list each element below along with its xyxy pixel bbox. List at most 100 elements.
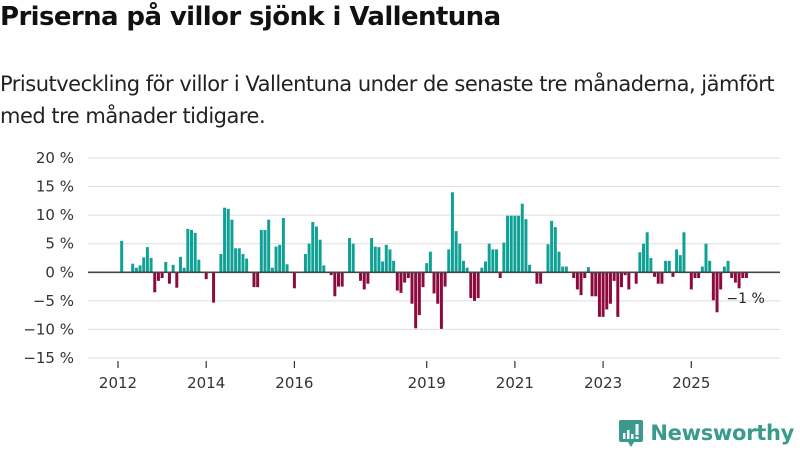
bar: [469, 272, 473, 298]
bar: [303, 254, 307, 273]
bar: [182, 267, 186, 273]
bar: [392, 260, 396, 273]
bar: [204, 272, 208, 280]
y-tick-label: −5 %: [33, 292, 74, 310]
bar: [138, 265, 142, 273]
bar: [649, 258, 653, 273]
bar: [443, 272, 447, 287]
y-tick-label: −15 %: [23, 349, 74, 367]
bar: [366, 272, 370, 284]
y-tick-label: 10 %: [36, 206, 74, 224]
bar: [726, 260, 730, 273]
bar: [715, 272, 719, 313]
bar: [175, 272, 179, 288]
x-tick-label: 2021: [496, 374, 534, 392]
bar: [359, 272, 363, 281]
bar: [579, 272, 583, 296]
bar: [149, 258, 153, 273]
bar: [439, 272, 443, 329]
x-tick-label: 2019: [408, 374, 446, 392]
bar: [167, 272, 171, 284]
bar: [608, 272, 612, 304]
bar: [590, 272, 594, 297]
bar: [421, 272, 425, 288]
bar: [461, 260, 465, 273]
bar: [601, 272, 605, 317]
bar: [381, 261, 385, 273]
bar: [120, 240, 124, 273]
bar: [741, 272, 745, 278]
bar: [142, 257, 146, 273]
bar: [653, 272, 657, 277]
bar: [219, 254, 223, 273]
bar: [557, 251, 561, 273]
last-value-annotation: −1 %: [726, 291, 764, 307]
bar: [307, 243, 311, 273]
bar: [417, 272, 421, 316]
bar: [333, 272, 337, 297]
bar: [719, 272, 723, 290]
bar: [513, 215, 517, 273]
bar: [311, 222, 315, 273]
bar: [498, 272, 502, 278]
bar: [164, 262, 168, 273]
bar: [377, 247, 381, 273]
x-axis: 2012 2014 2016 2019 2021 2023 2025: [99, 361, 710, 392]
bar: [197, 259, 201, 273]
bar: [193, 232, 197, 273]
bar: [348, 238, 352, 273]
bar: [395, 272, 399, 291]
bar: [428, 251, 432, 273]
bar: [234, 248, 238, 273]
bar: [340, 272, 344, 287]
bar: [645, 232, 649, 273]
bar: [487, 243, 491, 273]
bar: [524, 219, 528, 273]
bar: [528, 264, 532, 273]
bar: [623, 272, 627, 276]
bar: [406, 272, 410, 278]
bar: [546, 244, 550, 273]
bar: [627, 272, 631, 290]
bar: [403, 272, 407, 283]
bar: [245, 258, 249, 273]
bar: [384, 244, 388, 273]
bar: [553, 227, 557, 273]
bar: [237, 248, 241, 273]
bar: [285, 264, 289, 273]
bar: [436, 272, 440, 304]
bar: [564, 266, 568, 273]
bar: [454, 231, 458, 273]
bar-chart: −15 %−10 %−5 %0 %5 %10 %15 %20 % 2012 201…: [23, 149, 780, 392]
bar: [270, 267, 274, 273]
bar: [583, 272, 587, 278]
bar: [186, 228, 190, 273]
bar: [520, 203, 524, 273]
bar: [689, 272, 693, 290]
bar: [509, 215, 513, 273]
bar: [267, 219, 271, 273]
bar: [675, 249, 679, 273]
bar: [274, 246, 278, 273]
bar: [160, 272, 164, 278]
bar: [259, 230, 263, 273]
x-tick-label: 2023: [584, 374, 622, 392]
bar: [480, 267, 484, 273]
bar: [458, 243, 462, 273]
bar: [634, 272, 638, 284]
bar: [156, 272, 160, 281]
bar: [314, 226, 318, 273]
bar: [212, 272, 216, 303]
bar: [388, 249, 392, 273]
bar: [619, 272, 623, 288]
grid-lines: [88, 157, 780, 359]
bar: [561, 266, 565, 273]
bar: [737, 272, 741, 289]
bar: [638, 252, 642, 273]
bar: [671, 272, 675, 277]
bar: [447, 249, 451, 273]
chart-title: Priserna på villor sjönk i Vallentuna: [0, 2, 501, 32]
newsworthy-logo: Newsworthy: [618, 418, 794, 448]
bar: [472, 272, 476, 301]
bar-chart-speech-bubble-icon: [619, 420, 644, 447]
